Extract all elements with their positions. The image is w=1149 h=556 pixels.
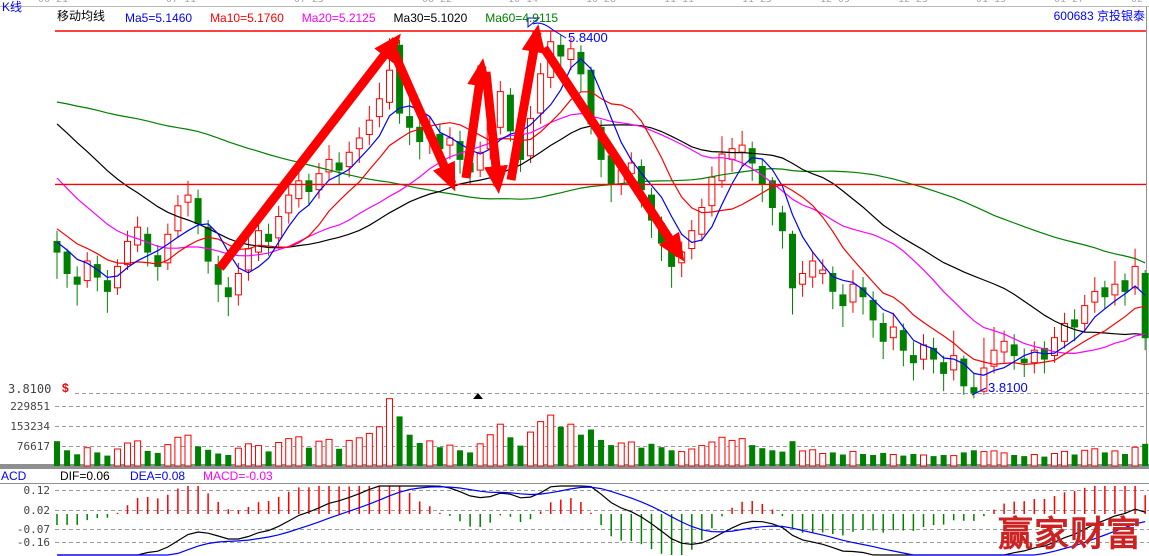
date-tick: 11-25 — [742, 0, 772, 5]
ma-value-1: Ma5=5.1460 — [125, 11, 193, 25]
dea-value: DEA=0.08 — [130, 469, 186, 483]
low-price-left-label: 3.8100 — [8, 382, 52, 396]
trend-arrows[interactable] — [216, 24, 685, 271]
macd-tick-1: 0.12 — [23, 484, 51, 497]
date-tick: 12-23 — [898, 0, 928, 5]
macd-tick-3: -0.07 — [16, 523, 50, 536]
site-watermark: 赢家财富网 — [998, 514, 1143, 555]
trend-arrow — [506, 24, 546, 181]
volume-tick-1: 229851 — [10, 400, 50, 413]
low-price-callout: 3.8100 — [988, 380, 1028, 395]
date-tick: 08-22 — [422, 0, 452, 5]
date-tick: 10-14 — [508, 0, 538, 5]
trend-arrow — [540, 45, 685, 262]
volume-peak-marker — [473, 393, 483, 399]
date-tick: 06-21 — [38, 0, 68, 5]
price-alert-lines[interactable] — [55, 30, 1146, 186]
ma-title: 移动均线 — [57, 9, 106, 23]
date-tick: 07-25 — [294, 0, 324, 5]
date-tick: 10-28 — [586, 0, 616, 5]
date-tick: 01-13 — [976, 0, 1006, 5]
macd-pane-label[interactable]: MACD — [0, 469, 27, 483]
dea-line — [57, 486, 1146, 556]
ma-value-5: Ma60=4.9115 — [485, 11, 559, 25]
dif-value: DIF=0.06 — [60, 469, 110, 483]
candles — [53, 31, 1149, 399]
peak-flag-marker — [527, 17, 541, 29]
volume-bars — [54, 393, 1149, 467]
ma-value-3: Ma20=5.2125 — [301, 11, 376, 25]
date-axis-row: 06-21 07-11 07-25 08-22 10-14 10-28 11-11 11-25… — [0, 0, 1149, 7]
date-tick: 07-11 — [166, 0, 196, 5]
date-tick: 11-11 — [664, 0, 694, 5]
macd-tick-4: -0.16 — [16, 536, 50, 549]
stock-code-name: 600683 京投银泰 — [1053, 9, 1145, 23]
tab-kline[interactable]: K线 — [2, 0, 23, 14]
dollar-marker[interactable]: $ — [62, 381, 69, 395]
trend-arrow — [461, 58, 492, 179]
gridlines — [55, 393, 1149, 543]
frame — [0, 6, 1149, 484]
trend-arrow — [481, 71, 508, 194]
ma-value-4: Ma30=5.1020 — [393, 11, 468, 25]
macd-value: MACD=-0.03 — [203, 469, 273, 483]
trend-arrow — [216, 33, 401, 271]
ma-values-row: Ma5=5.1460 Ma10=5.1760 Ma20=5.2125 Ma30=5.1… — [125, 9, 576, 27]
callout-leaders — [527, 17, 987, 396]
volume-tick-3: 76617 — [16, 440, 50, 453]
date-tick: 01-27 — [1054, 0, 1084, 5]
high-price-callout: 5.8400 — [568, 30, 608, 45]
date-tick: 02-11 — [1131, 0, 1149, 7]
date-tick: 12-09 — [820, 0, 850, 5]
ma-value-2: Ma10=5.1760 — [210, 11, 284, 25]
trend-arrow — [386, 44, 457, 192]
volume-tick-2: 153234 — [10, 420, 50, 433]
macd-histogram — [56, 486, 1146, 555]
macd-tick-2: 0.02 — [23, 504, 51, 517]
ma-lines — [56, 57, 1146, 376]
